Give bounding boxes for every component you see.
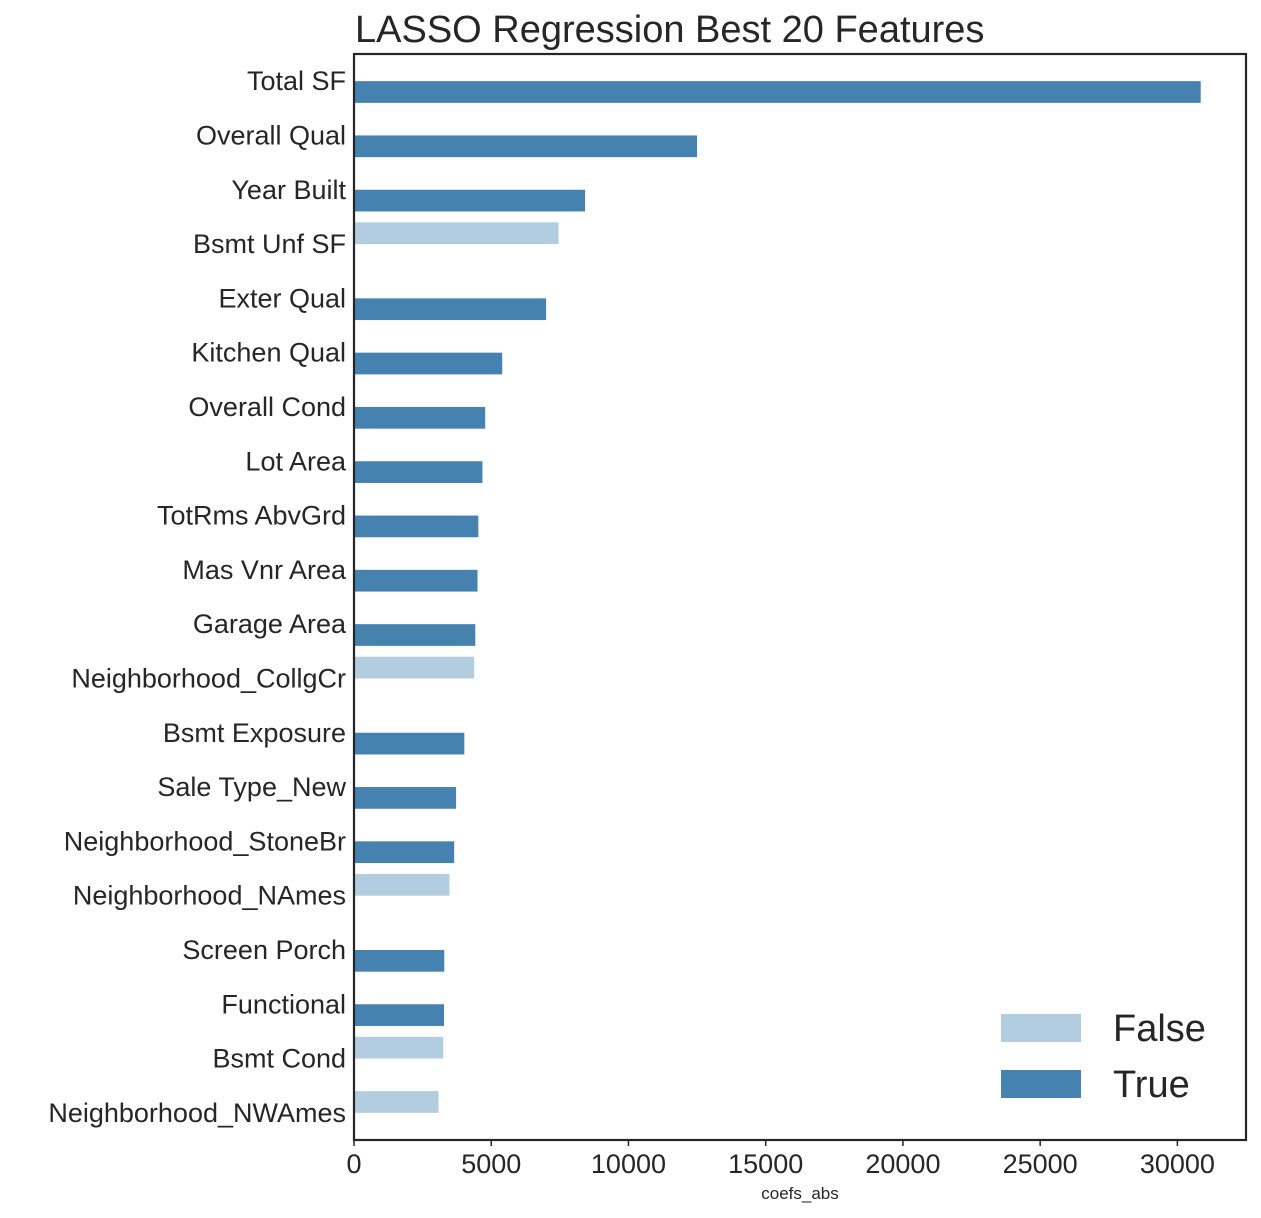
x-tick-label: 30000 xyxy=(1140,1149,1215,1179)
y-tick-label: Overall Qual xyxy=(196,120,346,150)
bars-group xyxy=(354,81,1201,1113)
x-tick-label: 10000 xyxy=(591,1149,666,1179)
bar-false-15 xyxy=(354,873,450,896)
x-tick-label: 25000 xyxy=(1003,1149,1078,1179)
y-tick-label: Neighborhood_StoneBr xyxy=(64,826,346,856)
x-tick-label: 15000 xyxy=(728,1149,803,1179)
bar-true-7 xyxy=(354,461,483,483)
bar-true-13 xyxy=(354,787,457,809)
x-axis-ticks: 0 5000 10000 15000 20000 25000 30000 xyxy=(346,1140,1215,1179)
y-tick-label: Screen Porch xyxy=(182,935,346,965)
bar-true-5 xyxy=(354,352,503,375)
bar-false-18 xyxy=(354,1036,444,1059)
bar-true-17 xyxy=(354,1004,445,1026)
y-tick-label: Overall Cond xyxy=(188,392,346,422)
y-tick-label: Mas Vnr Area xyxy=(182,555,347,585)
y-tick-label: Neighborhood_NWAmes xyxy=(48,1098,346,1128)
bar-true-8 xyxy=(354,515,479,538)
bar-false-3 xyxy=(354,222,559,245)
bar-true-16 xyxy=(354,949,445,972)
y-tick-label: TotRms AbvGrd xyxy=(157,501,346,531)
bar-true-12 xyxy=(354,732,465,755)
y-tick-label: Year Built xyxy=(231,175,346,205)
bar-true-6 xyxy=(354,406,486,429)
y-tick-label: Bsmt Unf SF xyxy=(193,229,346,259)
y-tick-label: Sale Type_New xyxy=(157,772,346,802)
legend-label-true: True xyxy=(1113,1064,1190,1106)
bar-true-14 xyxy=(354,841,455,864)
legend-swatch-false xyxy=(1001,1014,1081,1042)
bar-true-9 xyxy=(354,569,478,592)
x-tick-label: 0 xyxy=(346,1149,361,1179)
bar-true-10 xyxy=(354,624,476,646)
plot-frame xyxy=(352,52,1248,1142)
y-tick-label: Neighborhood_NAmes xyxy=(73,881,346,911)
bar-true-4 xyxy=(354,298,547,321)
bar-true-2 xyxy=(354,189,586,212)
bar-false-11 xyxy=(354,656,475,679)
y-axis-tick-labels: Total SF Overall Qual Year Built Bsmt Unf S… xyxy=(48,66,347,1128)
x-tick-label: 20000 xyxy=(865,1149,940,1179)
legend-label-false: False xyxy=(1113,1008,1206,1050)
y-tick-label: Bsmt Cond xyxy=(212,1044,346,1074)
bar-true-1 xyxy=(354,135,698,158)
y-tick-label: Neighborhood_CollgCr xyxy=(71,663,346,693)
y-tick-label: Garage Area xyxy=(193,609,347,639)
y-tick-label: Total SF xyxy=(247,66,346,96)
x-tick-label: 5000 xyxy=(461,1149,521,1179)
legend-swatch-true xyxy=(1001,1070,1081,1098)
chart-title: LASSO Regression Best 20 Features xyxy=(355,9,984,51)
y-tick-label: Kitchen Qual xyxy=(191,338,346,368)
y-tick-label: Functional xyxy=(221,989,346,1019)
x-axis-label: coefs_abs xyxy=(761,1184,839,1203)
y-tick-label: Exter Qual xyxy=(218,283,346,313)
y-tick-label: Lot Area xyxy=(245,446,347,476)
bar-false-19 xyxy=(354,1091,439,1113)
y-tick-label: Bsmt Exposure xyxy=(163,718,346,748)
bar-true-0 xyxy=(354,81,1201,103)
legend: False True xyxy=(1001,1008,1206,1106)
